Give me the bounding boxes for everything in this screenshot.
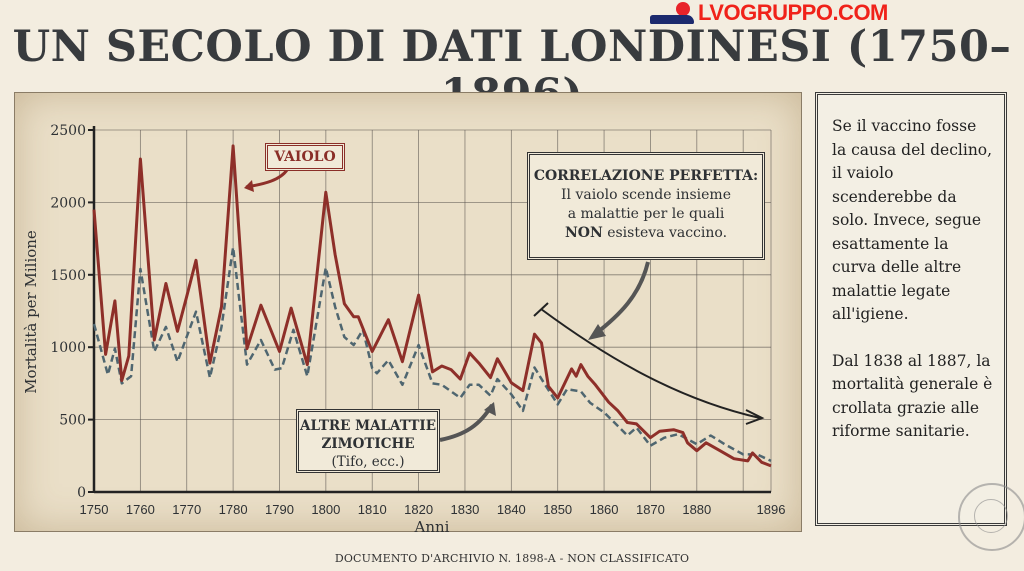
archive-stamp-icon [958,483,1024,551]
x-tick-label: 1880 [682,502,711,517]
y-tick-label: 2000 [50,195,86,211]
correlation-line: a malattie per le quali [567,206,725,222]
altre-title: ZIMOTICHE [321,436,415,452]
x-tick-label: 1896 [757,502,786,517]
vaiolo-label: VAIOLO [265,143,345,171]
altre-arrow [439,403,494,442]
logo-text: LVOGRUPPO.COM [698,0,888,25]
altre-title: ALTRE MALATTIE [300,418,436,434]
x-tick-label: 1790 [265,502,294,517]
vaiolo-arrowhead [244,180,254,192]
x-tick-label: 1780 [219,502,248,517]
correlation-title: CORRELAZIONE PERFETTA: [533,168,759,184]
correlation-bold: NON [564,225,603,241]
side-panel: Se il vaccino fosse la causa del declino… [815,92,1007,526]
x-axis-label: Anni [414,518,450,536]
x-tick-label: 1850 [543,502,572,517]
y-tick-label: 1500 [50,268,86,284]
y-tick-label: 1000 [50,340,86,356]
y-axis-label: Mortalità per Milione [22,230,40,394]
altre-arrowhead [484,402,496,416]
y-tick-label: 0 [77,485,86,501]
side-paragraph: Dal 1838 al 1887, la mortalità generale … [832,351,993,441]
trend-arrowhead [745,409,765,425]
altre-malattie-callout: ALTRE MALATTIE ZIMOTICHE (Tifo, ecc.) [296,409,440,473]
series-line-vaiolo [92,144,772,468]
site-logo[interactable]: LVOGRUPPO.COM [650,0,888,26]
correlation-line: Il vaiolo scende insieme [560,187,731,203]
series-lines [92,144,772,468]
x-tick-label: 1870 [636,502,665,517]
x-tick-label: 1840 [497,502,526,517]
x-tick-label: 1760 [126,502,155,517]
side-paragraph: Se il vaccino fosse la causa del declino… [832,117,993,323]
axes: 0 500 1000 1500 2000 2500 1750 1760 1770 1780 1790… [50,123,785,517]
altre-subtitle: (Tifo, ecc.) [331,454,405,470]
trend-arrow [540,308,761,419]
correlation-arrow [592,261,650,337]
y-tick-label: 2500 [50,123,86,139]
correlation-arrowhead [588,324,606,340]
x-tick-label: 1770 [172,502,201,517]
trend-arrow-tail [533,302,549,317]
footer-note: DOCUMENTO D'ARCHIVIO N. 1898-A - NON CLA… [334,552,690,565]
y-tick-label: 500 [59,413,86,429]
x-tick-label: 1860 [590,502,619,517]
correlation-callout: CORRELAZIONE PERFETTA: Il vaiolo scende … [527,152,765,260]
series-line-altre-malattie [92,246,772,463]
x-tick-label: 1830 [450,502,479,517]
logo-icon [650,2,694,24]
x-tick-label: 1810 [358,502,387,517]
x-tick-label: 1820 [404,502,433,517]
x-tick-label: 1800 [311,502,340,517]
correlation-line: esisteva vaccino. [602,225,728,241]
x-tick-label: 1750 [80,502,109,517]
